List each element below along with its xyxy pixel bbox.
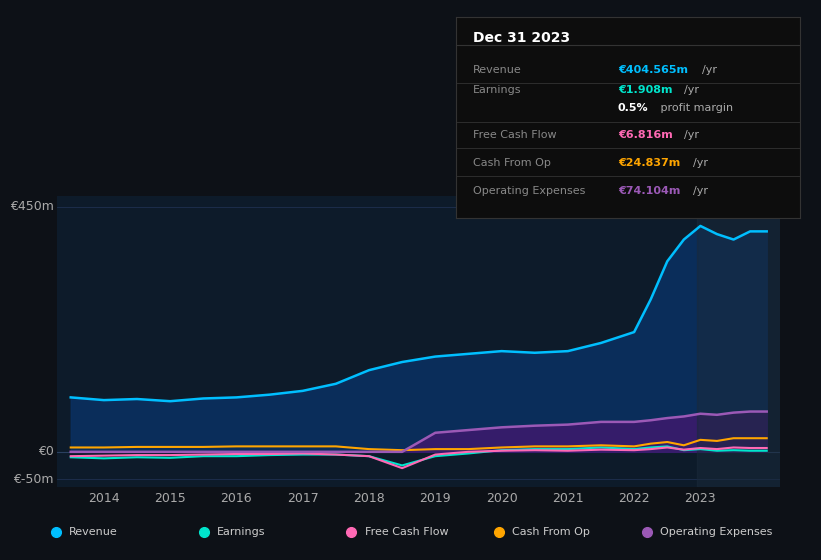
Text: €-50m: €-50m	[13, 473, 54, 486]
Text: Earnings: Earnings	[473, 85, 521, 95]
Text: €74.104m: €74.104m	[617, 186, 680, 196]
Text: Free Cash Flow: Free Cash Flow	[473, 130, 557, 139]
Text: Operating Expenses: Operating Expenses	[660, 527, 773, 537]
Text: €404.565m: €404.565m	[617, 65, 688, 75]
Text: €0: €0	[38, 445, 54, 458]
Text: €1.908m: €1.908m	[617, 85, 672, 95]
Text: €450m: €450m	[10, 200, 54, 213]
Text: €6.816m: €6.816m	[617, 130, 672, 139]
Text: profit margin: profit margin	[657, 104, 733, 114]
Text: Revenue: Revenue	[69, 527, 118, 537]
Text: Cash From Op: Cash From Op	[473, 158, 551, 168]
Text: /yr: /yr	[693, 186, 708, 196]
Text: /yr: /yr	[702, 65, 717, 75]
Text: €24.837m: €24.837m	[617, 158, 680, 168]
Text: Operating Expenses: Operating Expenses	[473, 186, 585, 196]
Text: Revenue: Revenue	[473, 65, 521, 75]
Text: Dec 31 2023: Dec 31 2023	[473, 31, 570, 45]
Text: 0.5%: 0.5%	[617, 104, 649, 114]
Text: Earnings: Earnings	[217, 527, 265, 537]
Text: /yr: /yr	[684, 130, 699, 139]
Text: /yr: /yr	[693, 158, 708, 168]
Bar	[697, 196, 783, 487]
Text: Free Cash Flow: Free Cash Flow	[365, 527, 448, 537]
Text: Cash From Op: Cash From Op	[512, 527, 590, 537]
Text: /yr: /yr	[684, 85, 699, 95]
